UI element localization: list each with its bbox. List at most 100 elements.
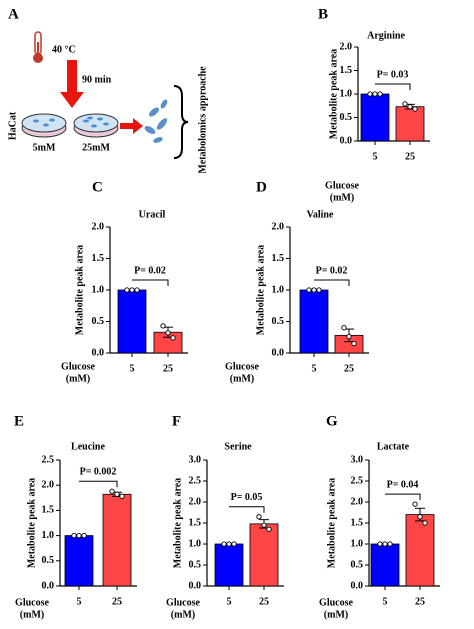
data-point — [129, 287, 135, 293]
y-tick-label: 0.5 — [272, 316, 285, 327]
y-tick-label: 1.5 — [92, 253, 105, 264]
x-axis-label: (mM) — [324, 609, 348, 620]
p-value-label: P= 0.03 — [377, 69, 409, 80]
significance-bracket — [132, 279, 169, 286]
data-point — [71, 532, 77, 539]
chart-title: Uracil — [139, 209, 166, 220]
y-tick-label: 2.5 — [189, 475, 202, 486]
brace — [173, 85, 189, 159]
y-tick-label: 1.0 — [189, 538, 202, 549]
duration-label: 90 min — [82, 74, 112, 85]
data-point — [221, 541, 227, 547]
chart-title: Serine — [224, 441, 252, 452]
y-tick-label: 1.0 — [351, 538, 364, 549]
data-point — [377, 541, 383, 547]
x-tick-label: 25 — [163, 363, 173, 374]
bar — [395, 106, 425, 142]
y-tick-label: 3.0 — [189, 454, 202, 465]
bar — [249, 523, 279, 587]
data-point — [170, 335, 176, 341]
y-tick-label: 1.0 — [42, 530, 55, 541]
cell-line-label: HaCat — [7, 111, 18, 140]
y-tick-label: 0.5 — [42, 555, 55, 566]
x-axis-label: Glucose — [225, 361, 259, 372]
y-axis-label: Metabolite peak area — [172, 478, 183, 568]
data-point — [109, 488, 115, 494]
data-point — [119, 493, 125, 499]
x-tick-label: 5 — [130, 363, 135, 374]
p-value-label: P= 0.002 — [80, 467, 117, 478]
y-tick-label: 0.0 — [42, 580, 55, 591]
chart-title: Lactate — [377, 441, 410, 452]
x-tick-label: 25 — [344, 363, 354, 374]
x-tick-label: 5 — [77, 596, 82, 607]
y-tick-label: 1.0 — [92, 284, 105, 295]
data-point — [266, 526, 272, 532]
y-tick-label: 0.0 — [189, 580, 202, 591]
x-axis-label: (mM) — [330, 192, 354, 203]
panel-letter: G — [326, 413, 338, 429]
y-tick-label: 1.0 — [272, 284, 285, 295]
x-tick-label: 5 — [373, 151, 378, 162]
bar — [64, 535, 94, 587]
y-tick-label: 3.0 — [351, 454, 364, 465]
chart-panel: G Lactate Metabolite peak area Glucose(mM) 0… — [319, 413, 440, 620]
y-tick-label: 2.0 — [351, 496, 364, 507]
data-point — [367, 91, 373, 97]
data-point — [226, 541, 232, 547]
data-point — [114, 491, 120, 497]
data-point — [372, 91, 378, 97]
y-tick-label: 2.0 — [340, 41, 353, 52]
x-axis-label: Glucose — [166, 597, 200, 608]
bar — [117, 289, 147, 354]
y-tick-label: 2.0 — [189, 496, 202, 507]
data-point — [377, 91, 383, 97]
bar — [299, 289, 329, 354]
data-point — [412, 106, 418, 112]
bar — [405, 514, 435, 587]
thermometer-icon — [33, 31, 43, 63]
x-axis-label: (mM) — [230, 373, 254, 384]
x-axis-label: (mM) — [20, 609, 44, 620]
y-tick-label: 0.0 — [272, 347, 285, 358]
y-axis-label: Metabolite peak area — [74, 245, 85, 335]
y-tick-label: 1.0 — [340, 88, 353, 99]
x-axis-label: Glucose — [15, 597, 49, 608]
x-tick-label: 25 — [405, 151, 415, 162]
data-point — [341, 325, 347, 331]
x-tick-label: 25 — [415, 596, 425, 607]
chart-title: Leucine — [71, 441, 105, 452]
p-value-label: P= 0.05 — [231, 492, 263, 503]
bar — [370, 543, 400, 587]
y-axis-label: Metabolite peak area — [26, 478, 37, 568]
x-axis-label: (mM) — [66, 373, 90, 384]
p-value-label: P= 0.02 — [134, 265, 166, 276]
significance-bracket — [385, 493, 421, 501]
y-tick-label: 0.0 — [92, 347, 105, 358]
y-tick-label: 0.5 — [189, 559, 202, 570]
y-tick-label: 2.0 — [42, 479, 55, 490]
data-point — [351, 340, 357, 347]
data-point — [407, 104, 413, 110]
y-tick-label: 1.5 — [42, 505, 55, 516]
panel-letter: A — [8, 6, 19, 22]
arrow-down — [60, 60, 84, 108]
x-tick-label: 25 — [112, 596, 122, 607]
panel-letter: E — [14, 413, 24, 429]
y-axis-label: Metabolite peak area — [328, 49, 339, 139]
data-point — [256, 514, 262, 520]
data-point — [261, 522, 267, 528]
y-tick-label: 2.5 — [42, 454, 55, 465]
y-tick-label: 0.0 — [340, 135, 353, 146]
x-axis-label: Glucose — [61, 361, 95, 372]
data-point — [417, 514, 423, 520]
bar — [214, 543, 244, 587]
x-tick-label: 5 — [312, 363, 317, 374]
chart-panel: C Uracil Metabolite peak area Glucose(mM) 0.… — [61, 179, 188, 384]
p-value-label: P= 0.04 — [387, 479, 419, 490]
chart-panel: B Arginine Metabolite peak area Glucose(mM)… — [318, 6, 430, 203]
panel-letter: B — [318, 6, 328, 22]
panel-letter: C — [92, 179, 103, 195]
y-tick-label: 0.5 — [92, 316, 105, 327]
